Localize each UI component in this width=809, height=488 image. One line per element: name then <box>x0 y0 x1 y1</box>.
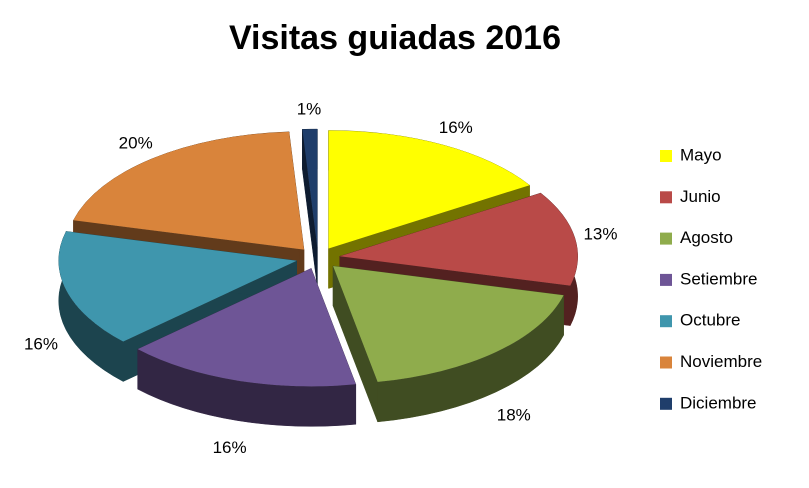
data-label: 13% <box>583 224 617 243</box>
legend-label: Diciembre <box>680 393 757 412</box>
data-label: 18% <box>497 405 531 424</box>
data-label: 16% <box>439 118 473 137</box>
slice <box>73 131 304 250</box>
legend-swatch <box>660 356 672 369</box>
slice <box>333 265 564 382</box>
data-label: 16% <box>24 334 58 353</box>
legend-label: Octubre <box>680 311 740 330</box>
chart-title: Visitas guiadas 2016 <box>229 19 561 57</box>
legend-label: Mayo <box>680 145 722 164</box>
slice <box>302 129 318 248</box>
legend-label: Noviembre <box>680 352 762 371</box>
legend-swatch <box>660 397 672 410</box>
legend-swatch <box>660 273 672 286</box>
slice <box>328 130 530 249</box>
data-label: 20% <box>119 133 153 152</box>
data-label: 16% <box>213 438 247 457</box>
slice <box>58 231 297 342</box>
legend-swatch <box>660 191 672 204</box>
legend-swatch <box>660 315 672 328</box>
legend-label: Agosto <box>680 228 733 247</box>
slice <box>137 268 356 387</box>
legend-swatch <box>660 150 672 162</box>
slice <box>339 193 578 286</box>
legend-label: Setiembre <box>680 269 757 288</box>
legend-swatch <box>660 232 672 245</box>
data-label: 1% <box>297 100 322 119</box>
legend-label: Junio <box>680 187 721 206</box>
